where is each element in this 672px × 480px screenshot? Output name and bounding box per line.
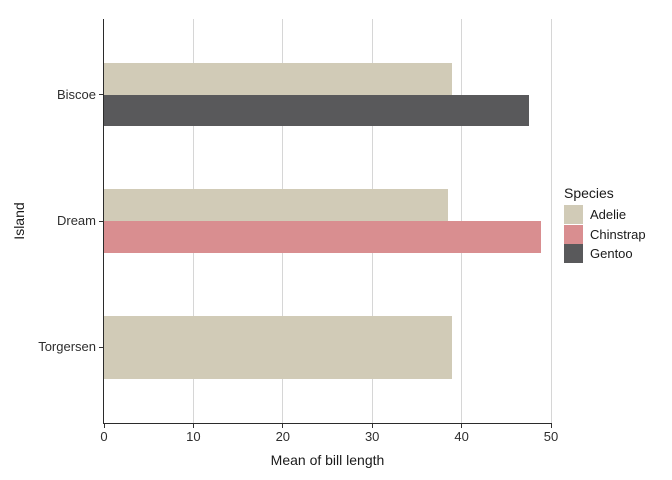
x-tick-mark [461, 424, 463, 428]
bar-dream-adelie [104, 189, 449, 221]
y-tick-label-dream: Dream [56, 213, 96, 228]
bar-torgersen-adelie [104, 315, 453, 379]
y-tick-mark [99, 220, 103, 222]
legend-label-gentoo: Gentoo [590, 245, 633, 261]
legend-label-adelie: Adelie [590, 207, 627, 223]
x-tick-mark [550, 424, 552, 428]
x-tick-label-30: 30 [364, 429, 380, 444]
plot-panel [104, 19, 552, 423]
legend-title: Species [564, 185, 614, 201]
y-tick-label-biscoe: Biscoe [56, 86, 96, 102]
bar-biscoe-gentoo [104, 94, 529, 127]
bar-biscoe-adelie [104, 63, 453, 95]
legend-label-chinstrap: Chinstrap [590, 226, 646, 242]
x-tick-mark [371, 424, 373, 428]
legend-item-adelie: Adelie [564, 205, 646, 225]
x-axis-line [103, 423, 552, 424]
y-tick-mark [99, 346, 103, 348]
legend-item-chinstrap: Chinstrap [564, 224, 646, 244]
x-tick-mark [103, 424, 105, 428]
legend: Species Adelie Chinstrap Gentoo [564, 185, 646, 263]
legend-swatch-gentoo [564, 243, 583, 263]
y-tick-mark [99, 94, 103, 96]
legend-swatch-chinstrap [564, 224, 583, 244]
x-tick-mark [192, 424, 194, 428]
y-axis-line [103, 19, 104, 424]
x-tick-label-20: 20 [275, 429, 291, 444]
gridline-x-50 [550, 19, 552, 423]
x-tick-label-0: 0 [100, 429, 108, 444]
legend-items: Adelie Chinstrap Gentoo [564, 205, 646, 263]
x-tick-label-10: 10 [186, 429, 201, 444]
x-tick-mark [282, 424, 284, 428]
x-tick-label-50: 50 [543, 429, 559, 444]
legend-swatch-adelie [564, 205, 583, 225]
y-tick-label-torgersen: Torgersen [38, 339, 96, 355]
x-axis-title: Mean of bill length [270, 452, 385, 468]
bar-dream-chinstrap [104, 221, 541, 253]
legend-item-gentoo: Gentoo [564, 243, 646, 263]
x-tick-label-40: 40 [454, 429, 469, 444]
